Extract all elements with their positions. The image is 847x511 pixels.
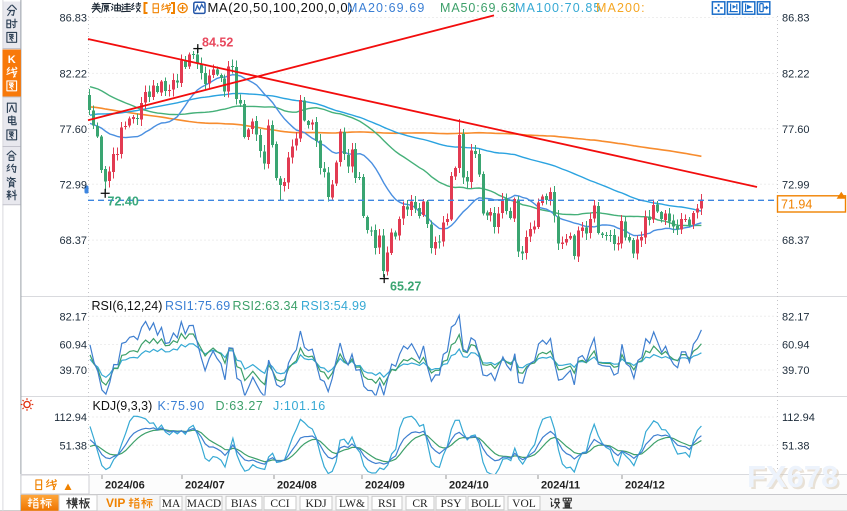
- svg-text:RSI2:63.34: RSI2:63.34: [233, 299, 299, 313]
- svg-text:2024/10: 2024/10: [449, 480, 489, 492]
- svg-text:RSI: RSI: [378, 498, 396, 510]
- svg-text:82.22: 82.22: [782, 68, 810, 80]
- svg-text:MA20:69.69: MA20:69.69: [347, 1, 425, 15]
- svg-text:84.52: 84.52: [202, 36, 233, 50]
- svg-text:77.60: 77.60: [59, 124, 87, 136]
- svg-text:RSI3:54.99: RSI3:54.99: [301, 299, 367, 313]
- svg-text:BIAS: BIAS: [231, 498, 257, 510]
- svg-text:65.27: 65.27: [390, 279, 421, 293]
- svg-text:86.83: 86.83: [782, 13, 810, 25]
- svg-text:K: K: [8, 54, 16, 66]
- svg-text:RSI1:75.69: RSI1:75.69: [165, 299, 231, 313]
- svg-text:MA50:69.63: MA50:69.63: [440, 1, 516, 15]
- svg-text:72.99: 72.99: [59, 179, 87, 191]
- svg-text:72.40: 72.40: [108, 194, 139, 208]
- svg-text:68.37: 68.37: [59, 235, 87, 247]
- svg-text:MA100:70.85: MA100:70.85: [515, 1, 601, 15]
- svg-text:MA200:: MA200:: [596, 1, 646, 15]
- svg-text:D:63.27: D:63.27: [216, 399, 264, 413]
- svg-text:82.17: 82.17: [782, 311, 810, 323]
- svg-text:2024/07: 2024/07: [185, 480, 225, 492]
- svg-text:2024/11: 2024/11: [541, 480, 580, 492]
- svg-text:82.17: 82.17: [59, 311, 87, 323]
- svg-text:112.94: 112.94: [782, 412, 815, 424]
- svg-text:86.83: 86.83: [59, 13, 87, 25]
- svg-text:51.38: 51.38: [782, 440, 810, 452]
- svg-text:MA: MA: [162, 498, 181, 510]
- svg-text:112.94: 112.94: [54, 412, 87, 424]
- svg-text:CR: CR: [412, 498, 428, 510]
- svg-text:60.94: 60.94: [59, 340, 87, 352]
- svg-text:VIP: VIP: [106, 496, 125, 510]
- svg-text:BOLL: BOLL: [471, 498, 501, 510]
- svg-text:J:101.16: J:101.16: [273, 399, 326, 413]
- svg-text:2024/09: 2024/09: [365, 480, 405, 492]
- svg-text:MA(20,50,100,200,0,0): MA(20,50,100,200,0,0): [208, 0, 354, 15]
- svg-text:60.94: 60.94: [782, 340, 810, 352]
- svg-text:77.60: 77.60: [782, 124, 810, 136]
- svg-text:VOL: VOL: [512, 498, 536, 510]
- svg-text:K:75.90: K:75.90: [158, 399, 205, 413]
- svg-text:39.70: 39.70: [59, 365, 87, 377]
- svg-text:LW&: LW&: [339, 498, 365, 510]
- svg-text:MACD: MACD: [187, 498, 222, 510]
- svg-text:2024/12: 2024/12: [625, 480, 665, 492]
- svg-text:68.37: 68.37: [782, 235, 810, 247]
- svg-text:71.94: 71.94: [781, 198, 812, 212]
- svg-text:72.99: 72.99: [782, 179, 810, 191]
- svg-text:51.38: 51.38: [59, 440, 87, 452]
- svg-text:2024/08: 2024/08: [277, 480, 317, 492]
- svg-text:PSY: PSY: [440, 498, 462, 510]
- svg-text:39.70: 39.70: [782, 365, 810, 377]
- svg-text:RSI(6,12,24): RSI(6,12,24): [92, 299, 163, 313]
- svg-text:KDJ: KDJ: [305, 498, 327, 510]
- svg-text:FX678: FX678: [749, 461, 840, 496]
- svg-text:FX678: FX678: [747, 459, 838, 494]
- svg-text:82.22: 82.22: [59, 68, 87, 80]
- svg-text:2024/06: 2024/06: [105, 480, 145, 492]
- svg-text:CCI: CCI: [270, 498, 289, 510]
- svg-text:KDJ(9,3,3): KDJ(9,3,3): [93, 399, 153, 413]
